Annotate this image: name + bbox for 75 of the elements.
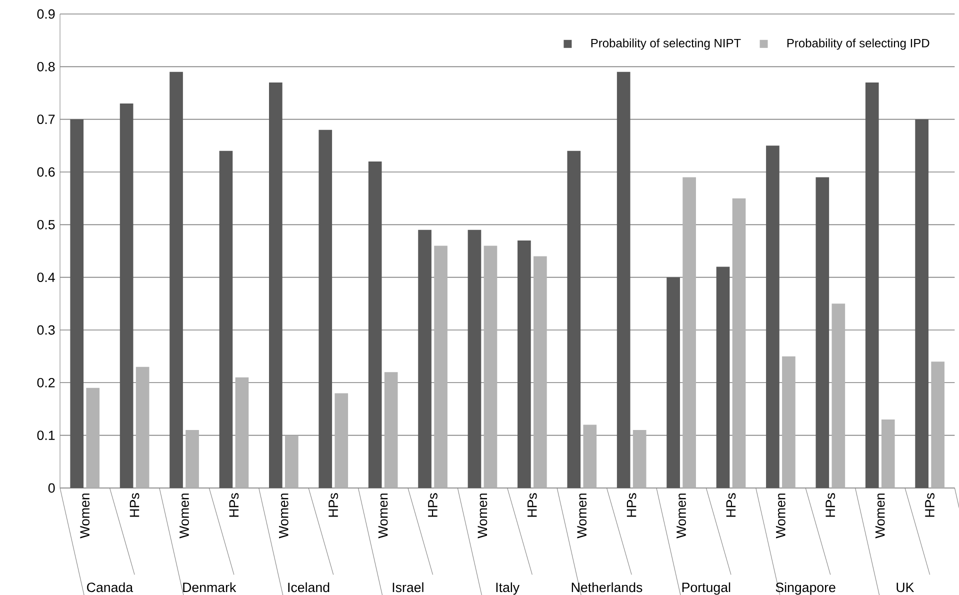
bar [318, 130, 332, 488]
y-tick-label: 0 [48, 483, 55, 493]
bar [832, 304, 846, 488]
y-tick-label: 0.4 [37, 272, 55, 282]
bar [86, 388, 100, 488]
legend-label: Probability of selecting NIPT [591, 38, 741, 50]
y-tick-label: 0.1 [37, 430, 55, 440]
x-tick-label: HPs [726, 493, 736, 517]
bar [70, 119, 84, 488]
bar [931, 362, 944, 488]
x-tick-label: HPs [925, 493, 934, 517]
x-tick-label: HPs [428, 493, 438, 517]
bar [186, 430, 199, 488]
bar [782, 356, 796, 488]
bar [881, 420, 895, 488]
y-tick-label: 0.6 [37, 167, 55, 177]
bar [136, 366, 150, 488]
x-tick-label: HPs [626, 493, 636, 517]
bar [285, 435, 298, 488]
bar [219, 150, 233, 488]
bar [384, 372, 398, 488]
y-tick-label: 0.2 [37, 378, 55, 388]
text: Singapore [776, 582, 836, 595]
bar [235, 377, 249, 488]
y-tick-label: 0.3 [37, 325, 55, 335]
bar [816, 177, 830, 488]
text: UK [896, 582, 914, 592]
bar [170, 72, 183, 488]
x-tick-label: Women [180, 494, 189, 538]
y-tick-label: 0.9 [37, 9, 55, 19]
bar [915, 119, 928, 488]
bar [534, 256, 547, 488]
bar [368, 161, 382, 488]
x-tick-label: Women [279, 494, 288, 538]
y-tick-label: 0.7 [37, 114, 55, 124]
bar [666, 277, 680, 488]
y-tick-label: 0.8 [37, 62, 55, 72]
bar [269, 82, 282, 488]
text: Denmark [183, 582, 236, 592]
bar [484, 246, 498, 488]
text: Netherlands [572, 582, 642, 592]
bar [616, 72, 630, 488]
y-tick-label: 0.5 [37, 220, 55, 230]
text: Iceland [288, 582, 330, 592]
bar [434, 246, 448, 488]
bar [766, 146, 780, 488]
bar [865, 82, 879, 488]
bar [567, 150, 581, 488]
text: Italy [496, 582, 520, 595]
bar [682, 177, 696, 488]
text: Israel [392, 582, 424, 592]
bar [583, 424, 597, 488]
x-tick-label: Women [577, 494, 587, 538]
x-tick-label: Women [378, 494, 388, 538]
bar [418, 230, 432, 488]
bar [716, 266, 730, 488]
bar [334, 393, 348, 488]
x-tick-label: Women [676, 494, 686, 538]
text: Portugal [682, 582, 730, 595]
x-tick-label: Women [478, 494, 488, 538]
bar [518, 240, 531, 488]
x-tick-label: HPs [130, 493, 140, 517]
bar [120, 104, 134, 488]
x-tick-label: HPs [229, 493, 239, 517]
x-tick-label: Women [776, 494, 786, 538]
x-tick-label: HPs [328, 493, 338, 517]
x-tick-label: HPs [826, 493, 836, 517]
x-tick-label: HPs [528, 493, 537, 517]
bar [732, 198, 746, 488]
bar [632, 430, 646, 488]
bar [468, 230, 482, 488]
x-tick-label: Women [80, 494, 90, 538]
legend-label: Probability of selecting IPD [787, 38, 930, 50]
text: Canada [87, 582, 134, 592]
x-tick-label: Women [875, 494, 885, 538]
